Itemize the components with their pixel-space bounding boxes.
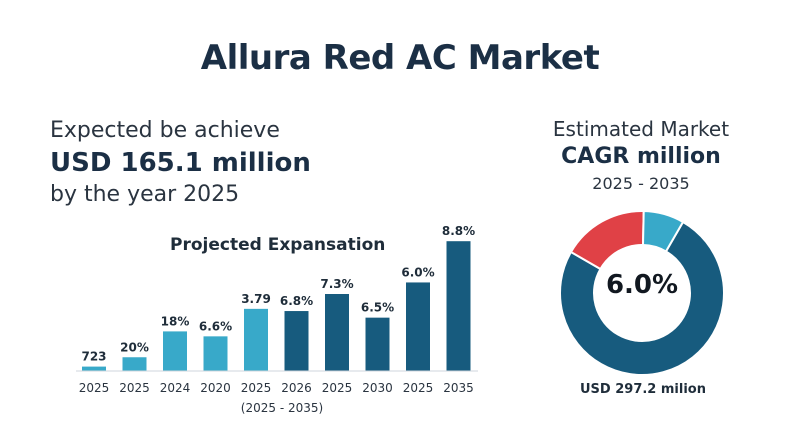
bar bbox=[406, 282, 430, 371]
bar-data-label: 6.6% bbox=[199, 319, 232, 333]
x-tick-label: 2025 bbox=[79, 381, 110, 395]
bar-data-label: 6.8% bbox=[280, 294, 313, 308]
x-tick-label: 2025 bbox=[119, 381, 150, 395]
x-tick-label: 2020 bbox=[200, 381, 231, 395]
donut-slice bbox=[559, 220, 725, 376]
headline-line-3: by the year 2025 bbox=[50, 182, 240, 207]
x-tick-label: 2026 bbox=[281, 381, 312, 395]
bar-chart-title: Projected Expansation bbox=[170, 235, 386, 255]
donut-caption: USD 297.2 milion bbox=[580, 382, 706, 397]
x-tick-label: 2024 bbox=[160, 381, 191, 395]
page-title: Allura Red AC Market bbox=[200, 38, 600, 78]
x-tick-label: 2035 bbox=[443, 381, 474, 395]
bar-data-label: 723 bbox=[81, 350, 106, 364]
headline-line-1: Expected be achieve bbox=[50, 118, 280, 143]
bar bbox=[365, 317, 390, 371]
bar bbox=[163, 331, 187, 371]
headline-value: USD 165.1 million bbox=[50, 148, 311, 178]
bar bbox=[325, 294, 349, 371]
bar-data-label: 18% bbox=[161, 314, 190, 328]
bar-data-label: 7.3% bbox=[320, 277, 353, 291]
x-tick-label: 2025 bbox=[403, 381, 434, 395]
bar-data-label: 3.79 bbox=[241, 292, 271, 306]
bar bbox=[122, 357, 147, 371]
bar bbox=[446, 241, 471, 371]
cagr-period: 2025 - 2035 bbox=[592, 174, 690, 193]
headline-block: Expected be achieve USD 165.1 million by… bbox=[50, 116, 470, 210]
bar-data-label: 20% bbox=[120, 340, 149, 354]
cagr-line-1: Estimated Market bbox=[552, 117, 730, 141]
bar bbox=[244, 308, 268, 371]
donut-slice bbox=[641, 209, 685, 253]
x-tick-label: 2025 bbox=[241, 381, 272, 395]
bar-data-label: 6.0% bbox=[401, 265, 434, 279]
x-tick-label: 2025 bbox=[322, 381, 353, 395]
donut-center-value: 6.0% bbox=[605, 270, 679, 300]
bar bbox=[284, 311, 309, 371]
bar bbox=[203, 336, 228, 371]
bar-chart-xlabel: (2025 - 2035) bbox=[241, 401, 323, 415]
cagr-header: Estimated Market CAGR million 2025 - 203… bbox=[530, 116, 752, 196]
bar bbox=[82, 366, 106, 371]
cagr-line-2: CAGR million bbox=[561, 144, 721, 169]
bar-data-label: 6.5% bbox=[361, 301, 394, 315]
x-tick-label: 2030 bbox=[362, 381, 393, 395]
bar-data-label: 8.8% bbox=[442, 224, 475, 238]
